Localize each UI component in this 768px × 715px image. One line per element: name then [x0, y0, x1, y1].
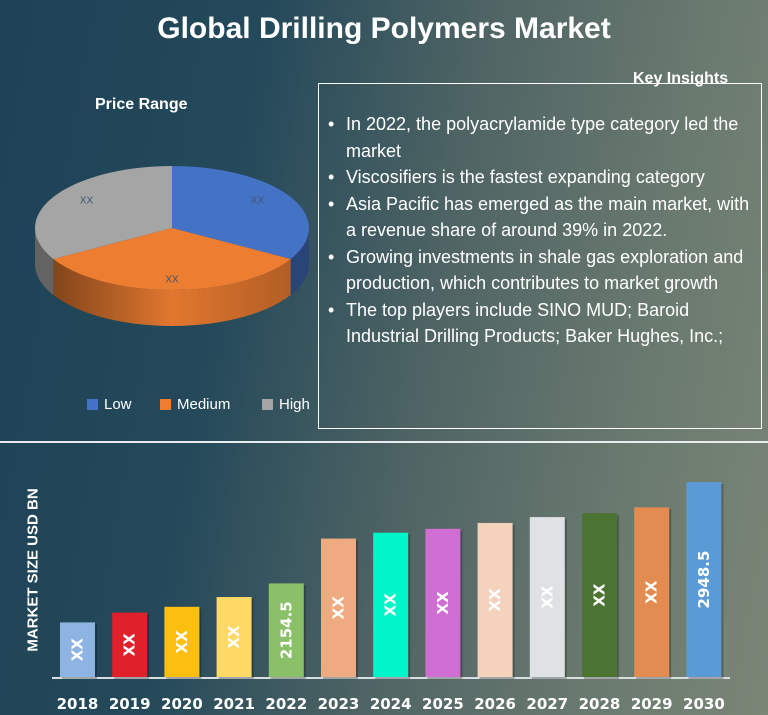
bar-2030 [686, 482, 722, 677]
page-title: Global Drilling Polymers Market [157, 12, 611, 45]
insight-item: The top players include SINO MUD; Baroid… [326, 297, 758, 350]
pie-data-label: XX [80, 196, 94, 207]
bar-data-label: XX [643, 580, 661, 604]
legend-swatch [87, 399, 98, 410]
pie-side-medium [53, 259, 291, 326]
x-tick-label: 2018 [57, 695, 99, 713]
bar-data-label: XX [486, 588, 504, 612]
bar-data-label: XX [330, 596, 348, 620]
bar-shadow [427, 530, 463, 679]
bar-2026 [477, 522, 513, 677]
insight-item: Growing investments in shale gas explora… [326, 244, 758, 297]
x-tick-label: 2023 [318, 695, 360, 713]
pie-slice-low [172, 166, 309, 259]
bar-2029 [634, 507, 670, 677]
insight-item: Viscosifiers is the fastest expanding ca… [326, 164, 758, 191]
bar-shadow [479, 524, 515, 679]
y-axis-label: MARKET SIZE USD BN [24, 488, 42, 652]
legend-swatch [160, 399, 171, 410]
x-tick-label: 2019 [109, 695, 151, 713]
bar-data-label: 2948.5 [695, 551, 713, 609]
pie-chart: XX XX XX [35, 166, 309, 326]
insight-item: Asia Pacific has emerged as the main mar… [326, 191, 758, 244]
bar-shadow [166, 608, 202, 679]
bar-data-label: XX [538, 585, 556, 609]
bar-data-label: XX [591, 583, 609, 607]
x-tick-label: 2029 [631, 695, 673, 713]
bar-2024 [373, 532, 409, 677]
bar-2025 [425, 528, 461, 677]
bar-shadow [218, 599, 254, 679]
bar-shadow [323, 540, 358, 679]
bar-data-label: XX [434, 591, 452, 615]
bar-2028 [582, 513, 617, 677]
x-tick-label: 2022 [265, 695, 307, 713]
bar-2020 [164, 606, 200, 677]
x-tick-label: 2020 [161, 695, 203, 713]
pie-chart-title: Price Range [95, 96, 188, 113]
bar-data-label: XX [225, 625, 243, 649]
legend-item-high: High [262, 396, 310, 413]
pie-data-label: XX [165, 275, 179, 286]
x-tick-label: 2026 [474, 695, 516, 713]
bar-data-label: XX [121, 633, 139, 657]
bar-shadow [531, 519, 567, 679]
bar-2021 [216, 597, 252, 677]
bar-data-label: XX [382, 593, 400, 617]
key-insights-title: Key Insights [633, 70, 729, 87]
bar-shadow [584, 515, 619, 679]
bar-2019 [112, 612, 148, 677]
bar-shadow [270, 585, 306, 679]
x-tick-label: 2021 [213, 695, 255, 713]
bar-2022 [268, 583, 304, 677]
bar-shadow [114, 614, 150, 679]
pie-side-high [35, 228, 54, 295]
pie-slice-high [35, 166, 172, 259]
bar-2023 [321, 538, 356, 677]
legend-item-medium: Medium [160, 396, 230, 413]
legend-label: Low [104, 396, 132, 413]
legend-label: High [279, 396, 310, 413]
bar-data-label: 2154.5 [277, 601, 295, 659]
bar-shadow [375, 534, 411, 679]
pie-data-label: XX [251, 196, 265, 207]
legend-item-low: Low [87, 396, 132, 413]
x-tick-label: 2025 [422, 695, 464, 713]
bar-shadow [636, 509, 672, 679]
bar-data-label: XX [69, 638, 87, 662]
x-tick-label: 2027 [526, 695, 568, 713]
x-tick-label: 2028 [579, 695, 621, 713]
key-insights-list: In 2022, the polyacrylamide type categor… [326, 111, 758, 350]
bar-data-label: XX [173, 630, 191, 654]
key-insights-box [318, 83, 762, 429]
x-tick-label: 2030 [683, 695, 725, 713]
bar-shadow [688, 484, 724, 679]
pie-side-low [290, 228, 309, 295]
bar-2027 [529, 517, 565, 677]
bar-shadow [62, 624, 97, 679]
insight-item: In 2022, the polyacrylamide type categor… [326, 111, 758, 164]
bar-2018 [60, 622, 95, 677]
x-tick-label: 2024 [370, 695, 412, 713]
legend-swatch [262, 399, 273, 410]
section-divider [0, 441, 768, 443]
legend-label: Medium [177, 396, 231, 413]
